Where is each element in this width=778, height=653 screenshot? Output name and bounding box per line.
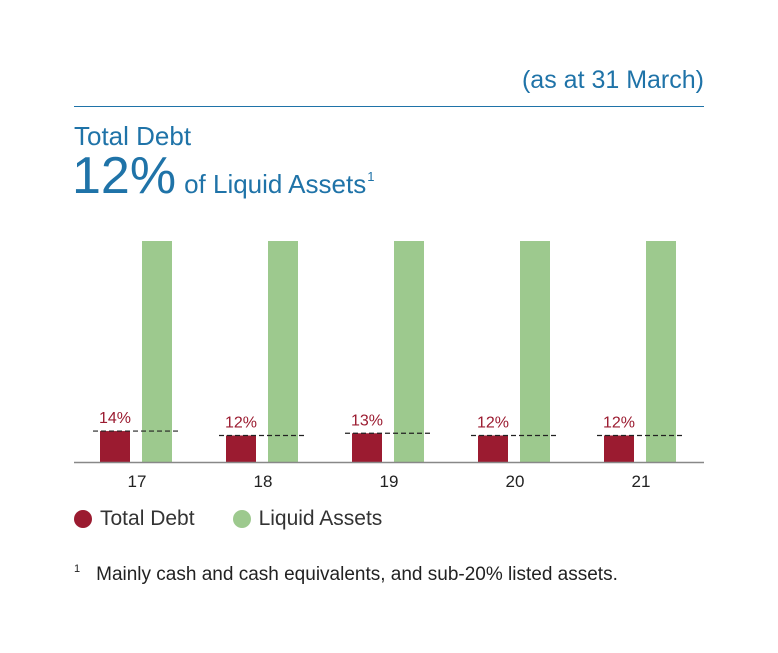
footnote: 1 Mainly cash and cash equivalents, and s… (74, 563, 618, 586)
chart-headline: 12% of Liquid Assets1 (72, 146, 374, 206)
chart-title: Total Debt (74, 121, 192, 151)
bar-liquid-assets-21 (646, 241, 676, 462)
data-label-18: 12% (225, 414, 257, 431)
headline-text: of Liquid Assets1 (184, 169, 374, 199)
legend-swatch-total-debt (74, 510, 92, 528)
x-tick-label-19: 19 (380, 472, 399, 491)
x-tick-label-18: 18 (254, 472, 273, 491)
data-label-17: 14% (99, 410, 131, 427)
chart-subtitle: (as at 31 March) (521, 66, 704, 94)
bar-liquid-assets-17 (142, 241, 172, 462)
headline-label: of Liquid Assets (184, 169, 367, 199)
header-divider (74, 106, 704, 107)
legend-label-total-debt: Total Debt (100, 507, 195, 530)
headline-footnote-mark: 1 (367, 169, 375, 184)
bar-total-debt-18 (226, 435, 256, 462)
legend-swatch-liquid-assets (232, 510, 251, 528)
chart-legend: Total Debt Liquid Assets (74, 507, 420, 531)
x-tick-label-21: 21 (632, 472, 651, 491)
headline-percentage: 12% (72, 147, 177, 205)
data-label-20: 12% (477, 414, 509, 431)
x-tick-label-17: 17 (128, 472, 147, 491)
bar-total-debt-19 (352, 433, 382, 462)
bar-liquid-assets-18 (268, 241, 298, 462)
footnote-text: Mainly cash and cash equivalents, and su… (96, 564, 618, 585)
data-label-21: 12% (603, 414, 635, 431)
legend-label-liquid-assets: Liquid Assets (258, 507, 383, 530)
data-label-19: 13% (351, 412, 383, 429)
bar-total-debt-21 (604, 435, 634, 462)
legend-item-total-debt: Total Debt (74, 507, 195, 531)
bar-liquid-assets-19 (394, 241, 424, 462)
x-tick-label-20: 20 (506, 472, 525, 491)
bar-liquid-assets-20 (520, 241, 550, 462)
bar-total-debt-17 (100, 431, 130, 462)
footnote-mark: 1 (74, 563, 81, 575)
legend-item-liquid-assets: Liquid Assets (232, 507, 383, 531)
bar-total-debt-20 (478, 435, 508, 462)
